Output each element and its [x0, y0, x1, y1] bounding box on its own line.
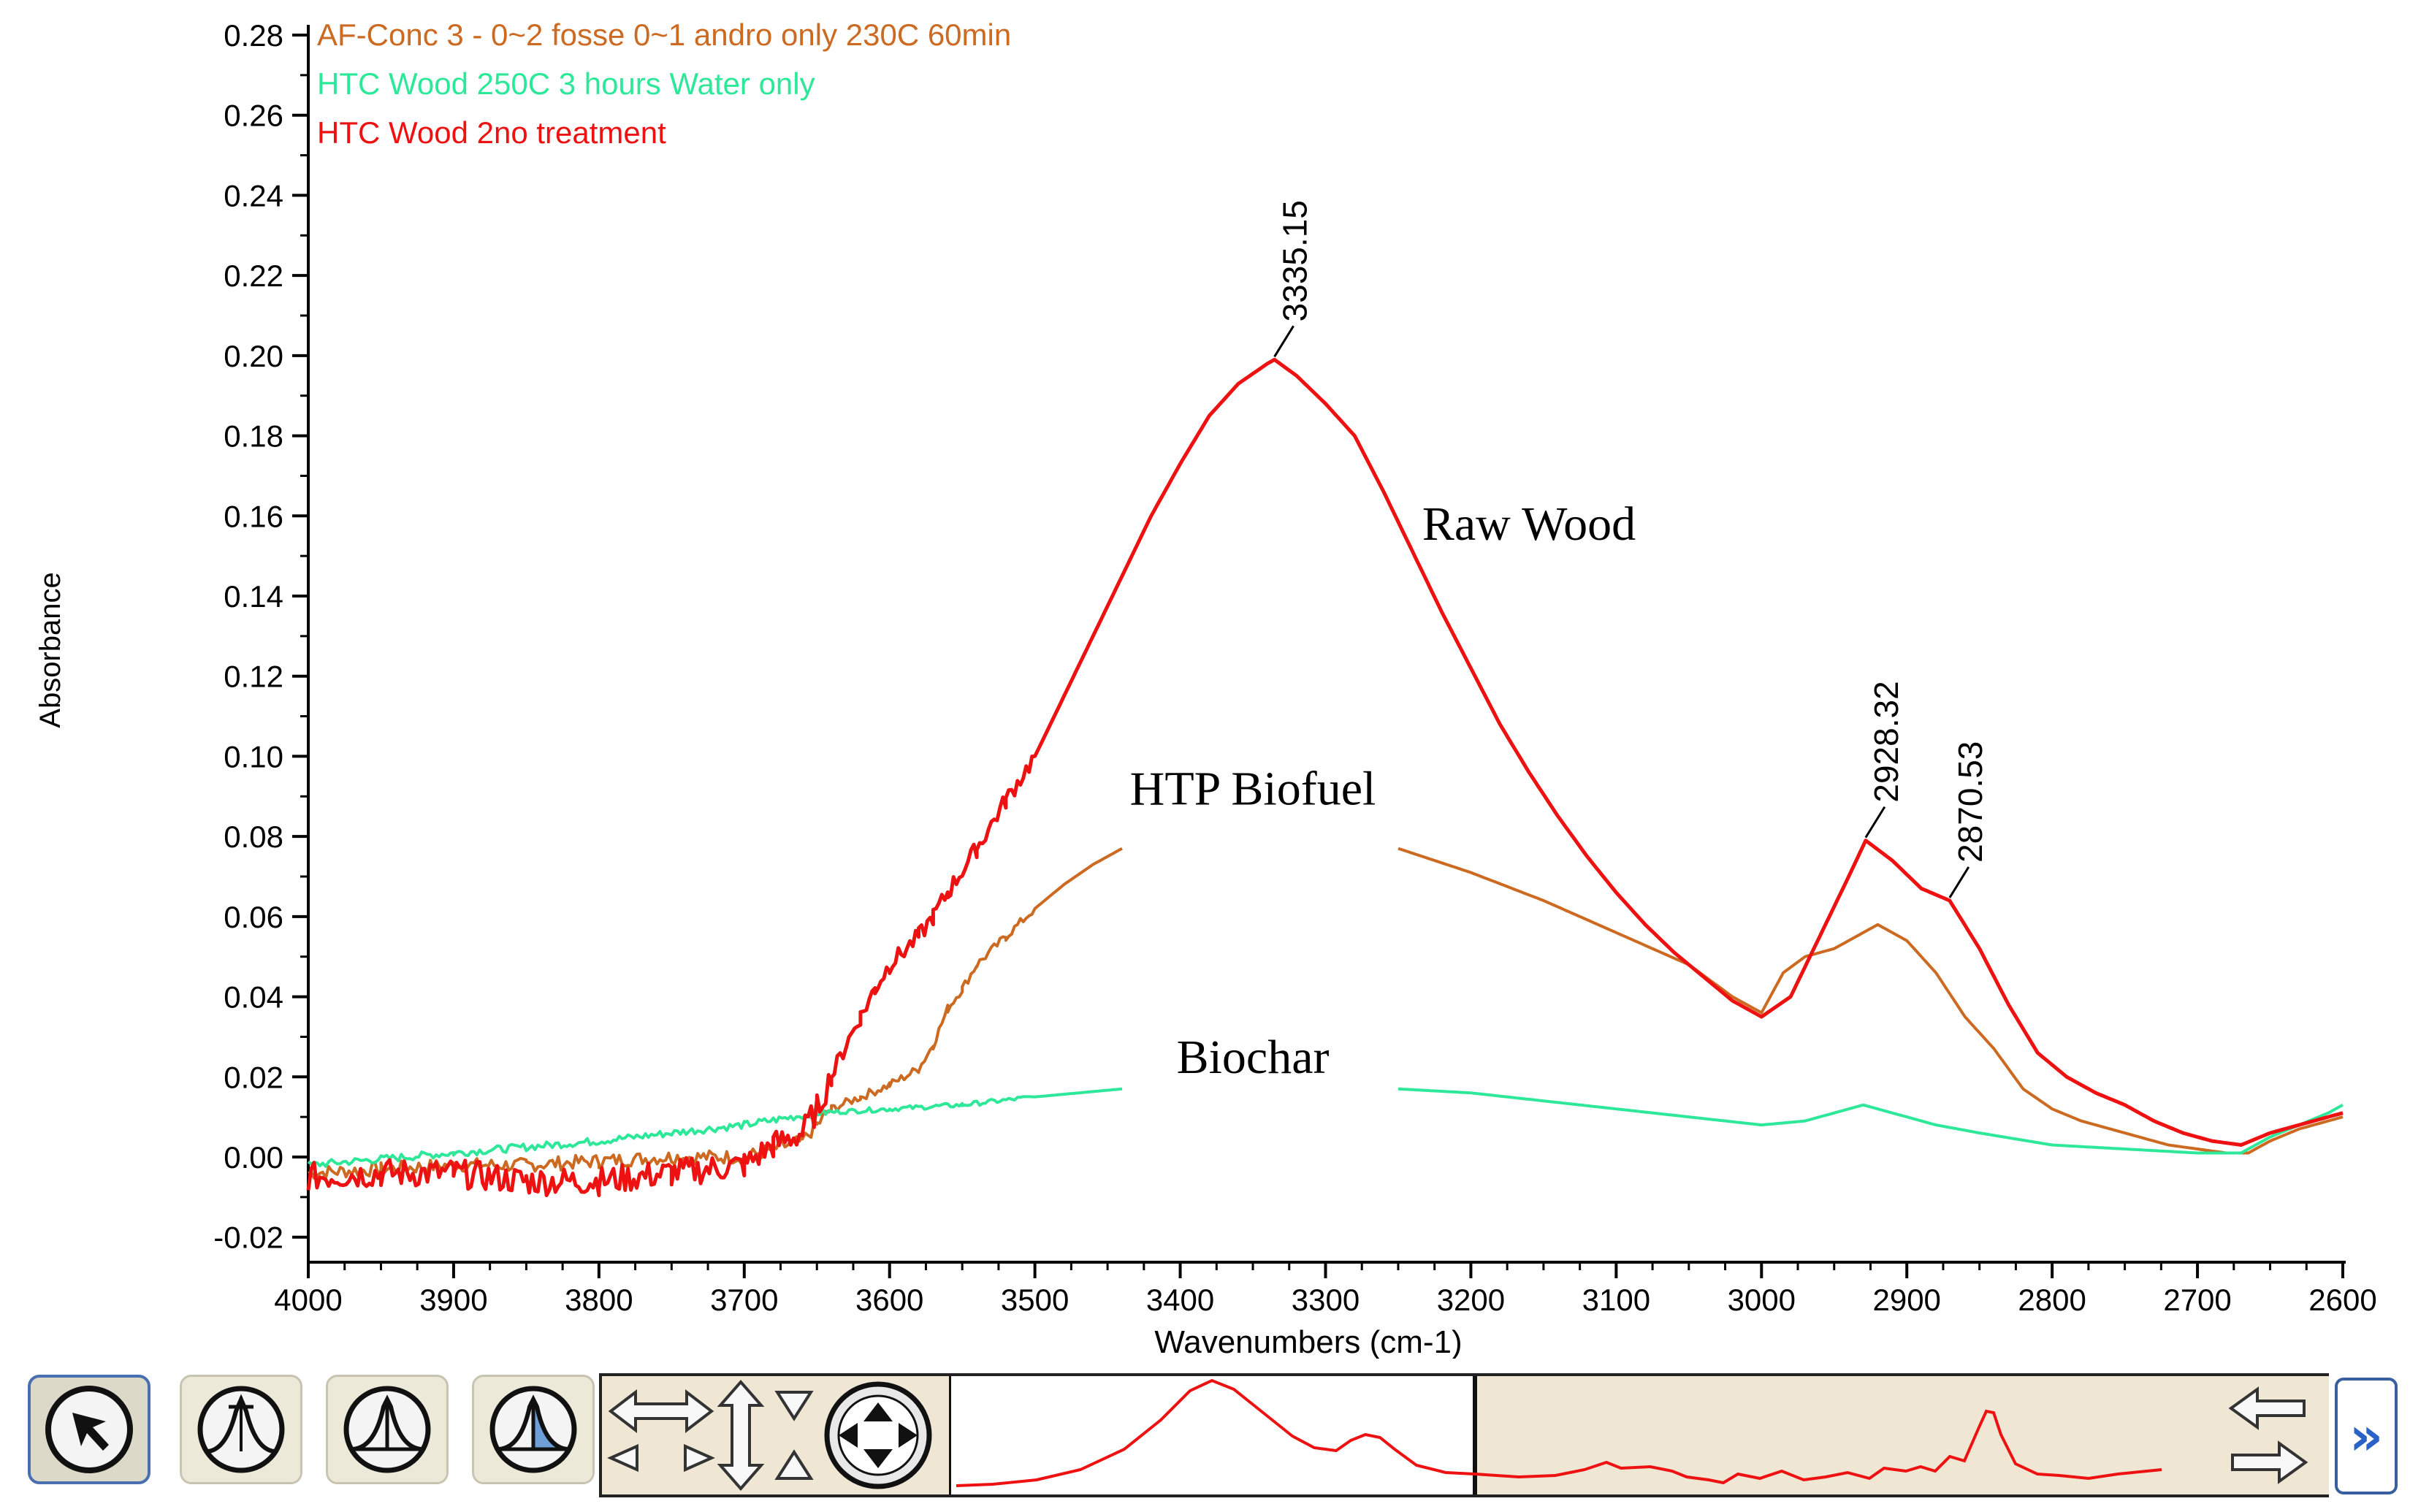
- y-tick-label: 0.20: [224, 339, 283, 373]
- peak-pick-icon: [197, 1386, 285, 1473]
- peak-height-button[interactable]: [326, 1375, 449, 1484]
- peak-leader-line: [1948, 866, 1970, 898]
- y-tick-label: 0.24: [224, 178, 283, 213]
- y-tick-label: 0.28: [224, 18, 283, 53]
- x-tick-label: 4000: [274, 1283, 342, 1317]
- peak-label: 2870.53: [1951, 741, 1989, 863]
- peak-area-button[interactable]: [472, 1375, 595, 1484]
- expand-vertical-icon[interactable]: [717, 1379, 765, 1492]
- x-tick-label: 3300: [1292, 1283, 1360, 1317]
- y-tick-label: 0.10: [224, 739, 283, 774]
- peak-leader-line: [1864, 806, 1886, 839]
- scroll-left-icon[interactable]: [2228, 1386, 2306, 1430]
- contract-vertical-icon[interactable]: [774, 1391, 814, 1480]
- x-tick-label: 3600: [855, 1283, 923, 1317]
- zoom-controls: [607, 1379, 932, 1492]
- navigation-panel: [599, 1373, 2329, 1497]
- ftir-spectrum-chart: -0.02 0.00 0.02 0.04 0.06 0.08 0.10 0.12 0.14 0.1…: [0, 0, 2429, 1359]
- more-tools-button[interactable]: »: [2335, 1378, 2398, 1494]
- y-tick-label: -0.02: [213, 1221, 283, 1255]
- contract-horizontal-icon[interactable]: [607, 1443, 715, 1473]
- x-tick-label: 3500: [1001, 1283, 1069, 1317]
- legend-entry: AF-Conc 3 - 0~2 fosse 0~1 andro only 230…: [317, 18, 1011, 52]
- y-tick-label: 0.12: [224, 660, 283, 694]
- x-tick-label: 3000: [1728, 1283, 1796, 1317]
- x-tick-label: 3100: [1582, 1283, 1650, 1317]
- series-annotation: HTP Biofuel: [1130, 762, 1376, 815]
- x-tick-label: 3800: [565, 1283, 633, 1317]
- series-line: [307, 1087, 2344, 1168]
- peak-labels: 3335.15 2928.32 2870.53: [1273, 200, 1989, 898]
- select-tool-button[interactable]: [28, 1375, 150, 1484]
- y-tick-label: 0.00: [224, 1140, 283, 1175]
- select-arrow-icon: [45, 1386, 133, 1473]
- full-scale-icon[interactable]: [824, 1381, 932, 1489]
- overview-trace: [956, 1378, 2162, 1487]
- y-tick-label: 0.08: [224, 820, 283, 854]
- x-tick-label: 2800: [2018, 1283, 2086, 1317]
- peak-label: 3335.15: [1276, 200, 1314, 321]
- x-tick-label: 3400: [1146, 1283, 1214, 1317]
- series-annotation: Biochar: [1177, 1031, 1330, 1084]
- y-tick-label: 0.18: [224, 419, 283, 454]
- y-tick-label: 0.02: [224, 1060, 283, 1094]
- y-tick-label: 0.22: [224, 259, 283, 293]
- legend-entry: HTC Wood 250C 3 hours Water only: [317, 66, 815, 101]
- y-tick-label: 0.16: [224, 499, 283, 533]
- x-tick-label: 3900: [419, 1283, 487, 1317]
- scroll-arrows: [2228, 1386, 2308, 1484]
- peak-area-icon: [489, 1386, 577, 1473]
- x-tick-label: 2600: [2308, 1283, 2376, 1317]
- x-tick-label: 2700: [2163, 1283, 2231, 1317]
- scroll-right-icon[interactable]: [2231, 1440, 2308, 1484]
- x-tick-label: 3700: [710, 1283, 778, 1317]
- y-tick-label: 0.14: [224, 579, 283, 614]
- peak-height-icon: [343, 1386, 431, 1473]
- axes: -0.02 0.00 0.02 0.04 0.06 0.08 0.10 0.12 0.14 0.1…: [213, 18, 2376, 1317]
- x-tick-label: 3200: [1437, 1283, 1505, 1317]
- y-axis-title: Absorbance: [34, 572, 66, 728]
- overview-preview[interactable]: [949, 1376, 2329, 1494]
- legend-entry: HTC Wood 2no treatment: [317, 115, 666, 150]
- y-tick-label: 0.06: [224, 900, 283, 934]
- series-layer: [306, 357, 2344, 1197]
- toolbar: »: [0, 1359, 2429, 1512]
- x-tick-label: 2900: [1872, 1283, 1940, 1317]
- peak-leader-line: [1273, 325, 1294, 358]
- expand-horizontal-icon[interactable]: [608, 1389, 714, 1434]
- y-tick-label: 0.26: [224, 99, 283, 133]
- series-line: [306, 357, 2344, 1197]
- plot-background: [0, 0, 2429, 1359]
- peak-label: 2928.32: [1867, 681, 1905, 802]
- y-tick-label: 0.04: [224, 980, 283, 1015]
- annotations: Raw Wood HTP Biofuel Biochar: [1130, 497, 1636, 1084]
- series-annotation: Raw Wood: [1422, 497, 1636, 551]
- peak-pick-button[interactable]: [180, 1375, 302, 1484]
- legend: AF-Conc 3 - 0~2 fosse 0~1 andro only 230…: [317, 18, 1011, 150]
- x-axis-title: Wavenumbers (cm-1): [1154, 1324, 1462, 1359]
